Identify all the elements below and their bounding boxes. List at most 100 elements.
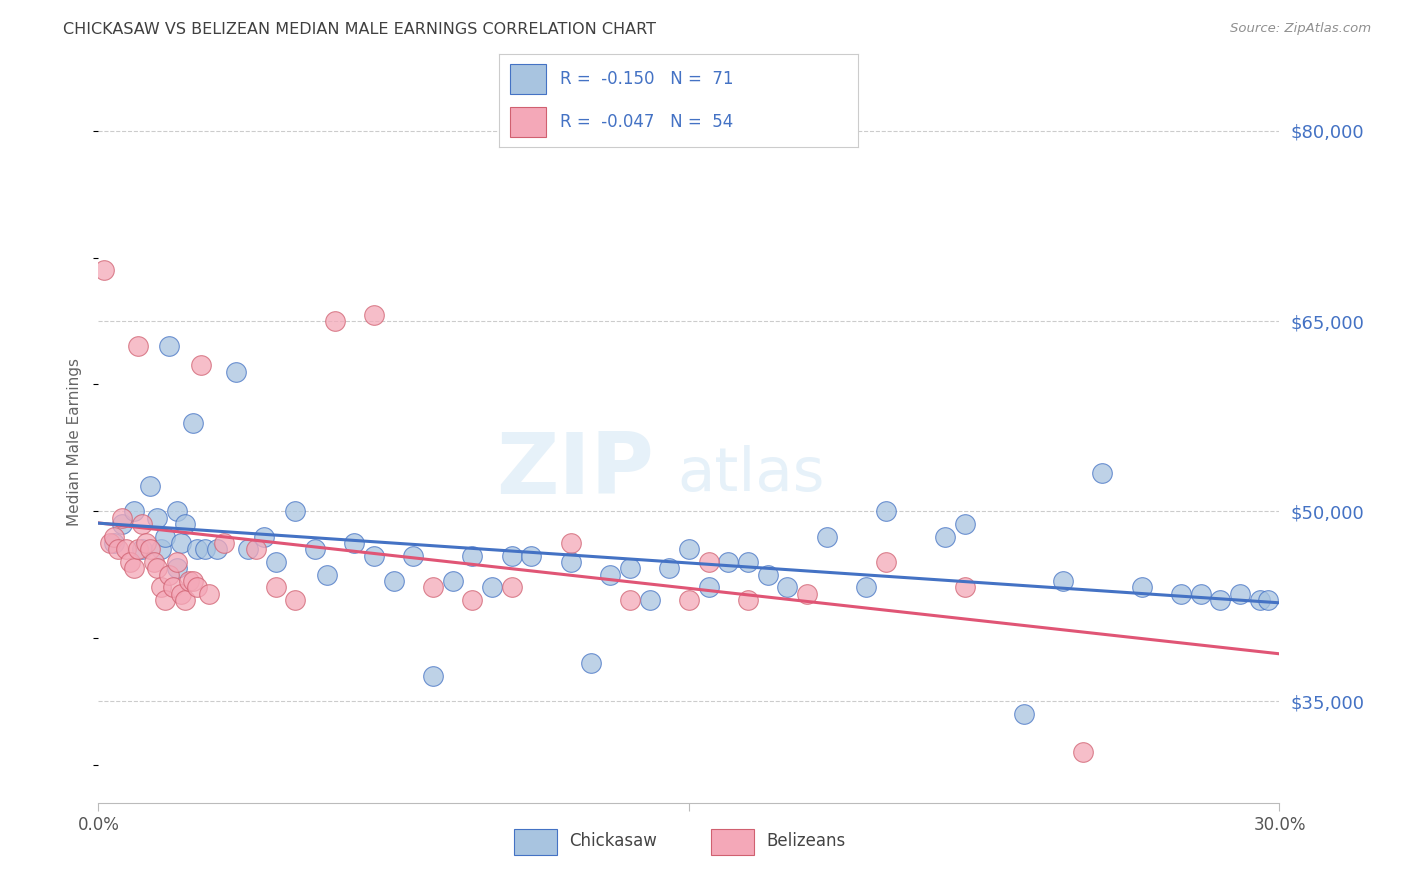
Point (697, 580, 720, 594)
Point (1257, 593, 1279, 607)
Point (520, 549, 543, 563)
Point (118, 555, 141, 569)
Point (122, 561, 145, 575)
Text: CHICKASAW VS BELIZEAN MEDIAN MALE EARNINGS CORRELATION CHART: CHICKASAW VS BELIZEAN MEDIAN MALE EARNIN… (63, 22, 657, 37)
Point (422, 669, 444, 683)
Point (875, 555, 897, 569)
Point (1012, 707, 1035, 722)
Point (103, 530, 125, 544)
Point (142, 555, 165, 569)
Point (98, 536, 121, 550)
Point (166, 504, 188, 518)
Point (1249, 593, 1271, 607)
Point (253, 530, 276, 544)
Point (501, 549, 523, 563)
Point (776, 580, 799, 594)
Point (560, 555, 582, 569)
Point (737, 555, 759, 569)
Point (264, 580, 287, 594)
Point (1052, 574, 1074, 588)
Point (284, 504, 307, 518)
Y-axis label: Median Male Earnings: Median Male Earnings (67, 358, 83, 525)
Point (304, 542, 326, 557)
Point (214, 536, 236, 550)
Point (157, 339, 180, 353)
Point (619, 593, 641, 607)
Point (315, 567, 337, 582)
Point (107, 542, 129, 557)
Point (619, 561, 641, 575)
Point (323, 314, 346, 328)
Point (441, 574, 464, 588)
Point (197, 587, 219, 601)
Point (138, 542, 160, 557)
Point (796, 587, 818, 601)
Point (737, 593, 759, 607)
Point (127, 542, 149, 557)
Point (146, 510, 169, 524)
Point (170, 536, 193, 550)
Point (422, 580, 444, 594)
Point (177, 574, 200, 588)
Point (122, 504, 145, 518)
Point (1229, 587, 1251, 601)
FancyBboxPatch shape (510, 64, 546, 94)
Point (363, 308, 385, 322)
Text: Chickasaw: Chickasaw (569, 831, 657, 850)
Text: Source: ZipAtlas.com: Source: ZipAtlas.com (1230, 22, 1371, 36)
Point (150, 580, 173, 594)
Point (157, 567, 180, 582)
Point (382, 574, 405, 588)
Point (150, 542, 173, 557)
Point (170, 587, 193, 601)
Point (166, 555, 188, 569)
Point (111, 516, 134, 531)
Point (181, 574, 204, 588)
FancyBboxPatch shape (515, 830, 557, 855)
Point (343, 536, 366, 550)
Point (678, 593, 700, 607)
Point (135, 536, 157, 550)
Point (481, 580, 503, 594)
Point (402, 549, 425, 563)
Point (131, 516, 153, 531)
Text: Belizeans: Belizeans (766, 831, 845, 850)
Point (115, 542, 138, 557)
Point (162, 580, 184, 594)
FancyBboxPatch shape (711, 830, 754, 855)
Point (579, 657, 602, 671)
Point (953, 580, 976, 594)
Point (678, 542, 700, 557)
Point (174, 516, 197, 531)
Point (717, 555, 740, 569)
Point (131, 542, 153, 557)
Point (875, 504, 897, 518)
Point (599, 567, 621, 582)
Point (815, 530, 838, 544)
Point (236, 542, 259, 557)
Point (166, 561, 188, 575)
Point (155, 593, 177, 607)
Text: atlas: atlas (678, 444, 825, 504)
Point (194, 542, 217, 557)
Point (1209, 593, 1232, 607)
Point (501, 580, 523, 594)
Point (1170, 587, 1192, 601)
Point (756, 567, 779, 582)
Point (1071, 745, 1094, 759)
Point (461, 593, 484, 607)
Point (186, 542, 208, 557)
Text: ZIP: ZIP (496, 429, 654, 512)
Point (363, 549, 385, 563)
Text: R =  -0.150   N =  71: R = -0.150 N = 71 (560, 70, 734, 87)
Point (658, 561, 681, 575)
Point (245, 542, 267, 557)
Point (1130, 580, 1153, 594)
Point (560, 536, 582, 550)
Point (638, 593, 661, 607)
Point (93, 263, 115, 277)
Point (186, 580, 208, 594)
FancyBboxPatch shape (510, 107, 546, 136)
Point (205, 542, 228, 557)
Point (225, 365, 247, 379)
